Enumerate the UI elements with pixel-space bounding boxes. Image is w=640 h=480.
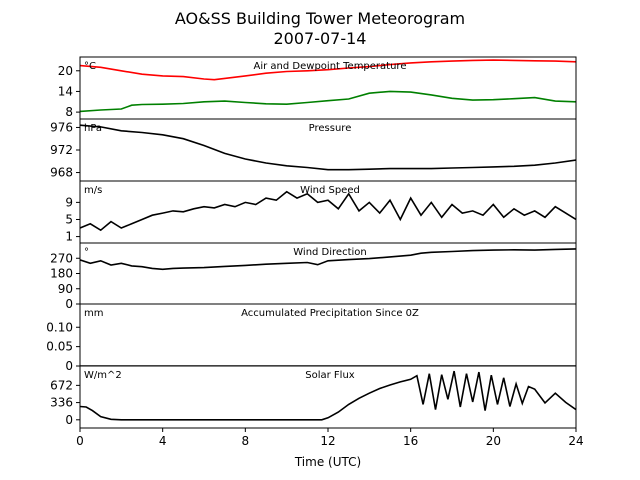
x-tick-label: 24 bbox=[568, 434, 583, 448]
panel-3: 1 5 9 m/s Wind Speed bbox=[65, 180, 577, 244]
series-line-4-1 bbox=[80, 248, 576, 271]
x-axis: 0 4 8 12 16 20 24 bbox=[76, 434, 583, 448]
panel-1: 8 14 20 °C Air and Dewpoint Temperature bbox=[58, 56, 577, 120]
series-line-1-2 bbox=[80, 90, 576, 113]
y-tick-label: 0.10 bbox=[46, 320, 73, 334]
x-tick-label: 16 bbox=[403, 434, 418, 448]
y-tick-label: 336 bbox=[50, 396, 73, 410]
panels-group: 8 14 20 °C Air and Dewpoint Temperature 968 97… bbox=[46, 56, 577, 432]
y-tick-label: 672 bbox=[50, 378, 73, 392]
panel-title: Accumulated Precipitation Since 0Z bbox=[241, 308, 419, 319]
panel-title: Air and Dewpoint Temperature bbox=[254, 61, 407, 72]
x-tick-label: 20 bbox=[486, 434, 501, 448]
x-tick-label: 4 bbox=[159, 434, 167, 448]
panel-2: 968 972 976 hPa Pressure bbox=[50, 118, 577, 182]
panel-6: 0 336 672 W/m^2 Solar Flux bbox=[50, 365, 577, 432]
y-tick-label: 0 bbox=[65, 297, 73, 311]
series-line-6-1 bbox=[80, 370, 576, 421]
panel-5: 0 0.05 0.10 mm Accumulated Precipitation Sin… bbox=[46, 303, 577, 373]
figure-title-line1: AO&SS Building Tower Meteorogram bbox=[175, 9, 465, 28]
y-tick-label: 1 bbox=[65, 230, 73, 244]
y-tick-label: 972 bbox=[50, 143, 73, 157]
y-tick-label: 9 bbox=[65, 195, 73, 209]
y-tick-label: 180 bbox=[50, 267, 73, 281]
x-tick-label: 0 bbox=[76, 434, 84, 448]
unit-label: hPa bbox=[84, 123, 102, 134]
series-line-2-1 bbox=[80, 124, 576, 171]
series-line-3-1 bbox=[80, 190, 576, 232]
unit-label: °C bbox=[84, 61, 96, 72]
panel-title: Pressure bbox=[309, 123, 352, 134]
y-tick-label: 270 bbox=[50, 251, 73, 265]
y-tick-label: 14 bbox=[58, 84, 73, 98]
x-tick-label: 12 bbox=[320, 434, 335, 448]
panel-title: Wind Speed bbox=[300, 185, 360, 196]
y-tick-label: 90 bbox=[58, 282, 73, 296]
y-tick-label: 5 bbox=[65, 212, 73, 226]
x-axis-label: Time (UTC) bbox=[294, 455, 361, 469]
y-tick-label: 976 bbox=[50, 120, 73, 134]
unit-label: m/s bbox=[84, 185, 102, 196]
y-tick-label: 8 bbox=[65, 105, 73, 119]
y-tick-label: 20 bbox=[58, 64, 73, 78]
y-tick-label: 968 bbox=[50, 166, 73, 180]
unit-label: W/m^2 bbox=[84, 370, 122, 381]
unit-label: ° bbox=[84, 247, 89, 258]
series-line-1-1 bbox=[80, 59, 576, 81]
panel-title: Wind Direction bbox=[293, 247, 367, 258]
y-tick-label: 0 bbox=[65, 359, 73, 373]
figure-title-line2: 2007-07-14 bbox=[274, 29, 367, 48]
y-tick-label: 0.05 bbox=[46, 340, 73, 354]
y-tick-label: 0 bbox=[65, 413, 73, 427]
unit-label: mm bbox=[84, 308, 103, 319]
x-tick-label: 8 bbox=[242, 434, 250, 448]
panel-title: Solar Flux bbox=[305, 370, 355, 381]
